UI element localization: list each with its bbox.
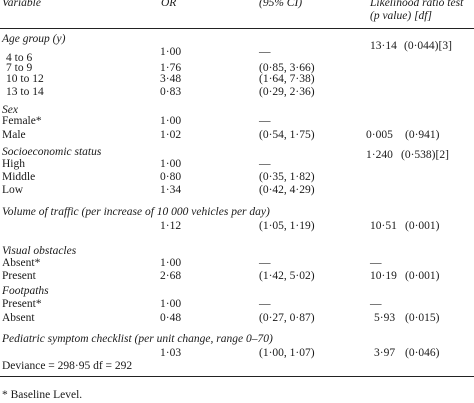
row-label: Female* [2, 115, 42, 127]
psc-p: (0·046) [405, 347, 440, 359]
traffic-p: (0·001) [405, 220, 440, 232]
row-or: 1·76 [160, 62, 182, 74]
footnote: * Baseline Level. [2, 389, 83, 401]
section-age-heading: Age group (y) [2, 33, 66, 45]
row-or: 1·00 [160, 115, 182, 127]
row-or: 0·80 [160, 171, 182, 183]
section-footpaths-heading: Footpaths [2, 285, 49, 297]
row-p: (0·015) [405, 312, 440, 324]
row-label: Present [2, 270, 36, 282]
col-header-or: OR [161, 0, 177, 9]
traffic-lr: 10·51 [370, 220, 397, 232]
row-label: Absent [2, 312, 35, 324]
row-or: 1·00 [160, 257, 182, 269]
row-label: Male [2, 129, 26, 141]
row-label: 10 to 12 [6, 73, 44, 85]
deviance-text: Deviance = 298·95 df = 292 [2, 360, 133, 372]
row-label: Low [2, 184, 24, 196]
row-or: 1·02 [160, 129, 182, 141]
section-sex-heading: Sex [2, 104, 18, 116]
section-visual-heading: Visual obstacles [2, 245, 77, 257]
row-lr: 10·19 [370, 270, 397, 282]
col-header-lr-line2: (p value) [df] [370, 10, 432, 22]
row-ci: — [259, 158, 271, 170]
traffic-or: 1·12 [160, 220, 182, 232]
row-label: 4 to 6 [6, 52, 33, 64]
row-or: 0·48 [160, 312, 182, 324]
age-p: (0·044)[3] [404, 40, 452, 52]
col-header-lr-line1: Likelihood ratio test [370, 0, 464, 9]
ses-p: (0·538)[2] [401, 149, 449, 161]
ses-lr: 1·240 [366, 149, 393, 161]
row-ci: — [259, 115, 271, 127]
row-label: Present* [2, 298, 42, 310]
col-header-ci: (95% CI) [259, 0, 303, 9]
row-label: Absent* [2, 257, 41, 269]
psc-lr: 3·97 [374, 347, 396, 359]
section-traffic-heading: Volume of traffic (per increase of 10 00… [2, 206, 270, 218]
row-or: 1·34 [160, 184, 182, 196]
row-label: 13 to 14 [6, 86, 44, 98]
row-ci: (1·42, 5·02) [259, 270, 315, 282]
row-lr: — [370, 257, 382, 269]
age-lr: 13·14 [370, 40, 397, 52]
row-or: 1·00 [160, 46, 182, 58]
row-or: 0·83 [160, 86, 182, 98]
row-lr: 5·93 [374, 312, 396, 324]
row-ci: (0·54, 1·75) [259, 129, 315, 141]
section-ses-heading: Socioeconomic status [2, 146, 102, 158]
row-ci: (0·42, 4·29) [259, 184, 315, 196]
bottom-rule [0, 376, 474, 377]
row-or: 1·00 [160, 298, 182, 310]
row-ci: (0·29, 2·36) [259, 86, 315, 98]
row-or: 2·68 [160, 270, 182, 282]
col-header-variable: Variable [2, 0, 41, 9]
row-label: Middle [2, 171, 36, 183]
row-label: 7 to 9 [6, 62, 33, 74]
row-ci: (0·35, 1·82) [259, 171, 315, 183]
psc-ci: (1·00, 1·07) [259, 347, 315, 359]
row-ci: (0·85, 3·66) [259, 62, 315, 74]
row-ci: — [259, 298, 271, 310]
row-or: 3·48 [160, 73, 182, 85]
header-rule [0, 28, 474, 29]
row-lr: 0·005 [366, 129, 393, 141]
row-p: (0·001) [405, 270, 440, 282]
section-psc-heading: Pediatric symptom checklist (per unit ch… [2, 333, 273, 345]
traffic-ci: (1·05, 1·19) [259, 220, 315, 232]
row-label: High [2, 158, 25, 170]
row-lr: — [370, 298, 382, 310]
row-ci: — [259, 46, 271, 58]
row-ci: (1·64, 7·38) [259, 73, 315, 85]
row-ci: — [259, 257, 271, 269]
row-or: 1·00 [160, 158, 182, 170]
psc-or: 1·03 [160, 347, 182, 359]
row-ci: (0·27, 0·87) [259, 312, 315, 324]
row-p: (0·941) [405, 129, 440, 141]
